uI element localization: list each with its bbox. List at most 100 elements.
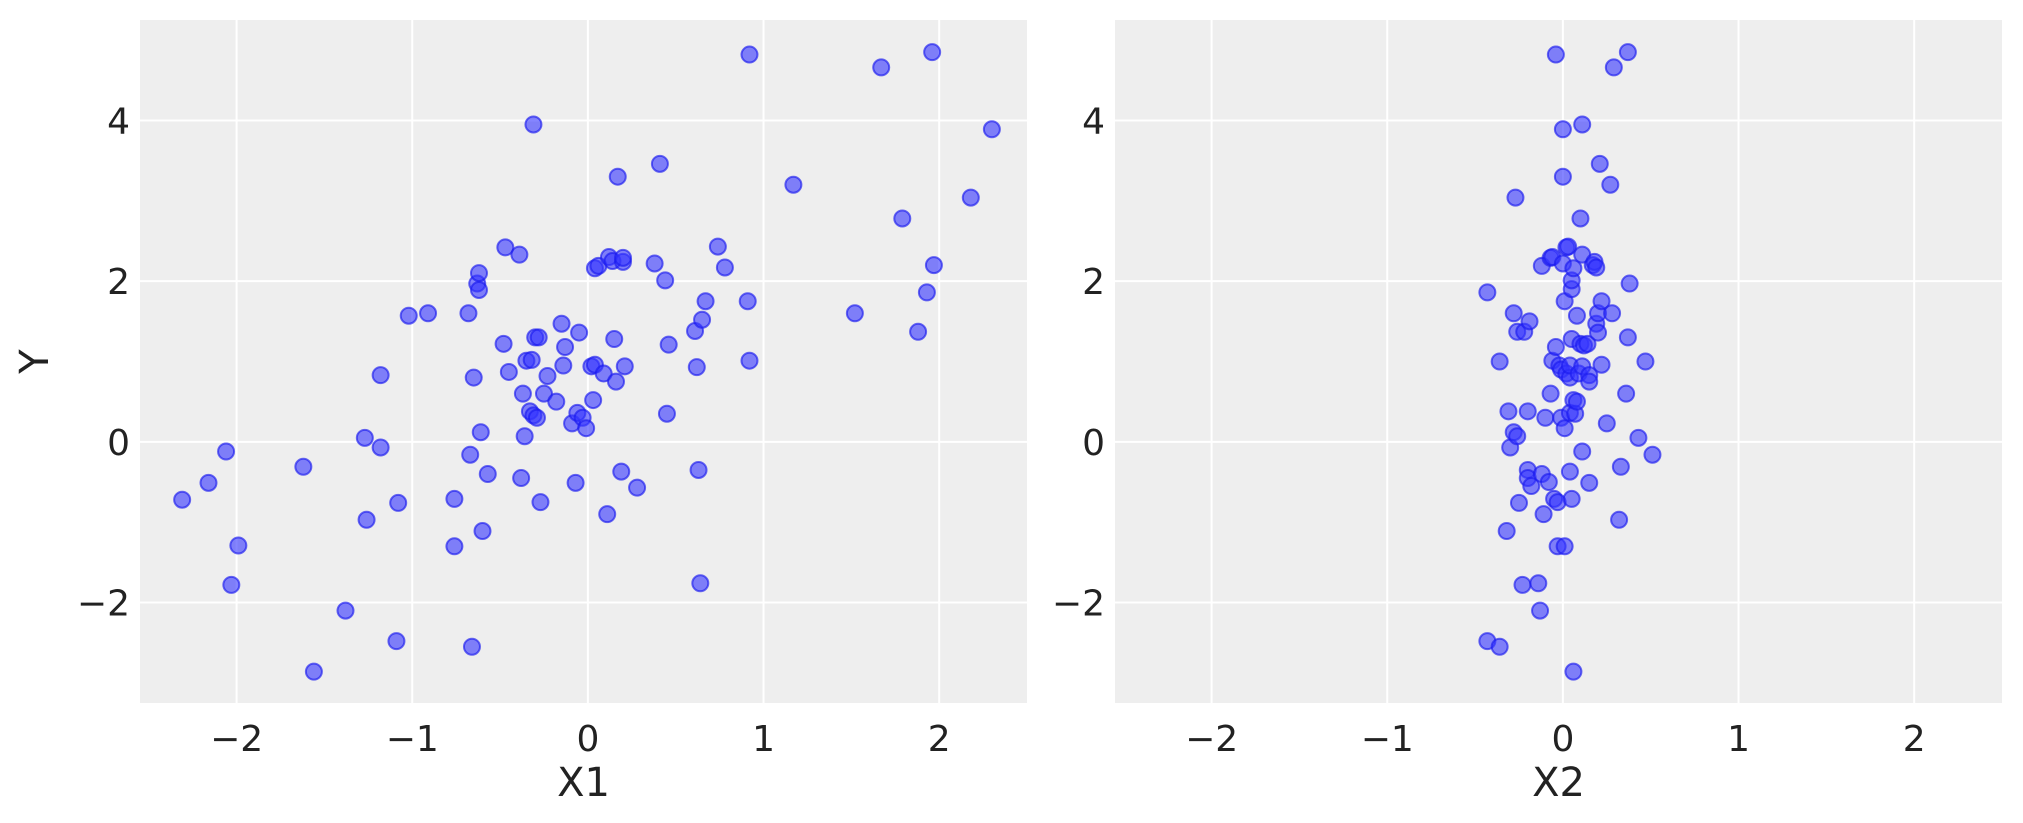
data-point (469, 264, 488, 283)
data-point (961, 188, 980, 207)
data-point (1562, 489, 1581, 508)
data-point (1617, 384, 1636, 403)
data-point (656, 271, 675, 290)
data-point (1478, 283, 1497, 302)
data-point (1539, 473, 1558, 492)
data-point (1597, 414, 1616, 433)
data-point (389, 493, 408, 512)
data-point (513, 384, 532, 403)
data-point (1573, 115, 1592, 134)
data-point (1560, 462, 1579, 481)
y-tick-label: 0 (107, 423, 130, 464)
data-point (1580, 372, 1599, 391)
data-point (1553, 167, 1572, 186)
data-point (657, 404, 676, 423)
data-point (222, 575, 241, 594)
data-point (1509, 493, 1528, 512)
data-point (478, 464, 497, 483)
data-point (1541, 384, 1560, 403)
x-tick-label: 2 (1903, 719, 1926, 760)
data-point (294, 457, 313, 476)
data-point (419, 304, 438, 323)
data-point (893, 209, 912, 228)
data-point (615, 357, 634, 376)
data-point (708, 237, 727, 256)
data-point (524, 115, 543, 134)
data-point (1504, 304, 1523, 323)
data-point (740, 351, 759, 370)
data-point (538, 366, 557, 385)
data-point (1564, 662, 1583, 681)
data-point (594, 364, 613, 383)
data-point (494, 334, 513, 353)
data-point (1578, 334, 1597, 353)
data-point (687, 358, 706, 377)
data-point (696, 292, 715, 311)
data-point (1559, 237, 1578, 256)
x-tick-label: 1 (752, 719, 775, 760)
x-tick-label: 0 (1551, 719, 1574, 760)
y-tick-label: 4 (1082, 101, 1105, 142)
data-point (584, 391, 603, 410)
data-point (1508, 427, 1527, 446)
data-point (1620, 274, 1639, 293)
data-point (784, 175, 803, 194)
data-point (693, 310, 712, 329)
data-point (645, 254, 664, 273)
data-point (1499, 402, 1518, 421)
scatter-panel-x1: −2 −1 0 1 2 −2 0 2 4 X1 Y (12, 20, 1027, 806)
data-point (217, 442, 236, 461)
data-point (1589, 323, 1608, 342)
data-point (399, 306, 418, 325)
data-point (469, 280, 488, 299)
x-tick-label: −1 (386, 719, 439, 760)
y-tick-label: −2 (1052, 584, 1105, 625)
data-point (1629, 428, 1648, 447)
data-point (1536, 408, 1555, 427)
data-point (1534, 505, 1553, 524)
data-point (499, 362, 518, 381)
data-point (531, 493, 550, 512)
data-point (1520, 312, 1539, 331)
y-tick-label: −2 (77, 584, 130, 625)
data-point (459, 304, 478, 323)
data-point (628, 478, 647, 497)
data-point (1490, 352, 1509, 371)
data-point (1604, 58, 1623, 77)
data-point (1603, 304, 1622, 323)
data-point (1571, 209, 1590, 228)
data-point (1601, 175, 1620, 194)
data-point (923, 43, 942, 62)
data-point (445, 537, 464, 556)
data-point (1567, 392, 1586, 411)
data-point (650, 154, 669, 173)
data-point (1567, 306, 1586, 325)
data-point (1555, 419, 1574, 438)
data-point (1592, 292, 1611, 311)
data-point (1587, 258, 1606, 277)
data-point (1529, 574, 1548, 593)
data-point (605, 330, 624, 349)
data-point (738, 292, 757, 311)
data-point (566, 473, 585, 492)
data-point (229, 536, 248, 555)
data-point (1553, 120, 1572, 139)
data-point (1590, 154, 1609, 173)
data-point (527, 408, 546, 427)
data-point (612, 462, 631, 481)
data-point (1513, 575, 1532, 594)
y-tick-label: 4 (107, 101, 130, 142)
data-point (982, 120, 1001, 139)
data-point (577, 419, 596, 438)
data-point (515, 427, 534, 446)
data-point (570, 323, 589, 342)
x-axis-label: X1 (557, 760, 610, 806)
data-point (529, 328, 548, 347)
data-point (1506, 188, 1525, 207)
data-point (355, 428, 374, 447)
data-point (547, 392, 566, 411)
data-point (598, 505, 617, 524)
x-tick-label: 2 (928, 719, 951, 760)
data-point (473, 522, 492, 541)
data-point (608, 167, 627, 186)
